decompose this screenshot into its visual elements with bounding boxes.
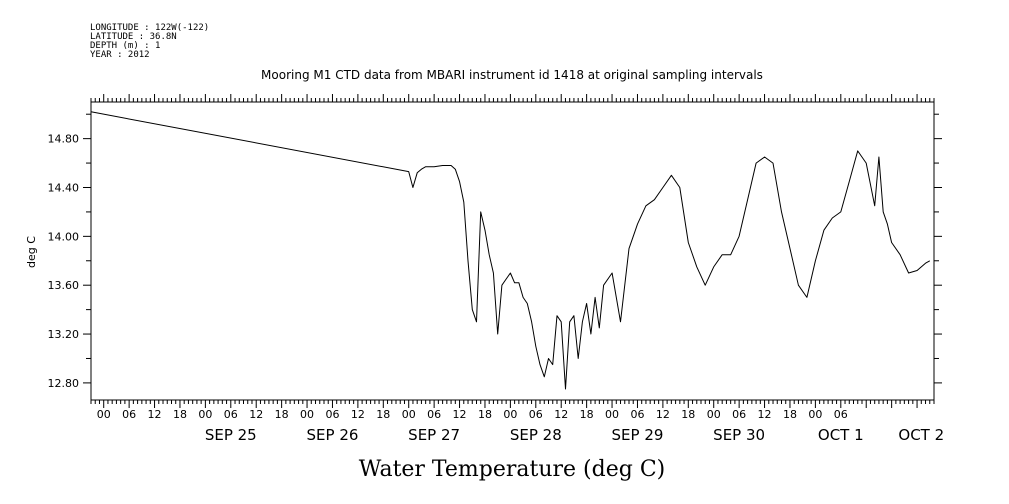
x-hour-tick-label: 18 — [580, 408, 594, 421]
y-tick-label: 14.80 — [48, 133, 80, 146]
x-hour-tick-label: 18 — [376, 408, 390, 421]
x-hour-tick-label: 06 — [834, 408, 848, 421]
x-hour-tick-label: 12 — [351, 408, 365, 421]
x-date-label: SEP 30 — [713, 426, 765, 444]
x-hour-tick-label: 00 — [808, 408, 822, 421]
x-hour-tick-label: 06 — [122, 408, 136, 421]
x-hour-tick-label: 18 — [783, 408, 797, 421]
meta-depth: DEPTH (m) : 1 — [90, 41, 160, 51]
x-hour-tick-label: 06 — [732, 408, 746, 421]
x-hour-tick-label: 00 — [707, 408, 721, 421]
x-hour-tick-label: 00 — [605, 408, 619, 421]
x-hour-tick-label: 12 — [554, 408, 568, 421]
x-hour-tick-label: 00 — [503, 408, 517, 421]
y-tick-label: 13.20 — [48, 328, 80, 341]
meta-year: YEAR : 2012 — [90, 50, 150, 60]
x-date-label: SEP 28 — [510, 426, 562, 444]
x-hour-tick-label: 06 — [224, 408, 238, 421]
y-tick-label: 14.40 — [48, 181, 80, 194]
y-tick-label: 14.00 — [48, 230, 80, 243]
y-axis-label: deg C — [25, 236, 38, 268]
x-date-label: OCT 1 — [818, 426, 864, 444]
x-hour-tick-label: 12 — [758, 408, 772, 421]
x-hour-tick-label: 18 — [275, 408, 289, 421]
y-tick-label: 13.60 — [48, 279, 80, 292]
x-hour-tick-label: 00 — [300, 408, 314, 421]
chart-title: Mooring M1 CTD data from MBARI instrumen… — [261, 68, 763, 82]
x-hour-tick-label: 00 — [402, 408, 416, 421]
x-date-label: OCT 2 — [898, 426, 944, 444]
x-date-label: SEP 25 — [205, 426, 257, 444]
label-group: 00 06 12 18 00 06 12 18 00 06 12 18 00 06 12 18 00 06 12 18… — [48, 133, 945, 444]
x-axis-title: Water Temperature (deg C) — [359, 457, 666, 482]
series-group — [90, 111, 931, 390]
series-line-0 — [90, 111, 931, 390]
x-hour-tick-label: 12 — [148, 408, 162, 421]
x-hour-tick-label: 18 — [173, 408, 187, 421]
x-hour-tick-label: 00 — [97, 408, 111, 421]
x-hour-tick-label: 12 — [656, 408, 670, 421]
x-date-label: SEP 26 — [307, 426, 359, 444]
meta-latitude: LATITUDE : 36.8N — [90, 32, 177, 42]
x-hour-tick-label: 12 — [249, 408, 263, 421]
plot-frame — [90, 101, 935, 401]
x-date-label: SEP 29 — [612, 426, 664, 444]
tick-group — [83, 94, 942, 408]
y-tick-label: 12.80 — [48, 377, 80, 390]
x-hour-tick-label: 18 — [681, 408, 695, 421]
x-hour-tick-label: 12 — [453, 408, 467, 421]
x-date-label: SEP 27 — [408, 426, 460, 444]
x-hour-tick-label: 00 — [198, 408, 212, 421]
x-hour-tick-label: 18 — [478, 408, 492, 421]
x-hour-tick-label: 06 — [427, 408, 441, 421]
x-hour-tick-label: 06 — [529, 408, 543, 421]
x-hour-tick-label: 06 — [630, 408, 644, 421]
meta-longitude: LONGITUDE : 122W(-122) — [90, 23, 209, 33]
x-hour-tick-label: 06 — [325, 408, 339, 421]
